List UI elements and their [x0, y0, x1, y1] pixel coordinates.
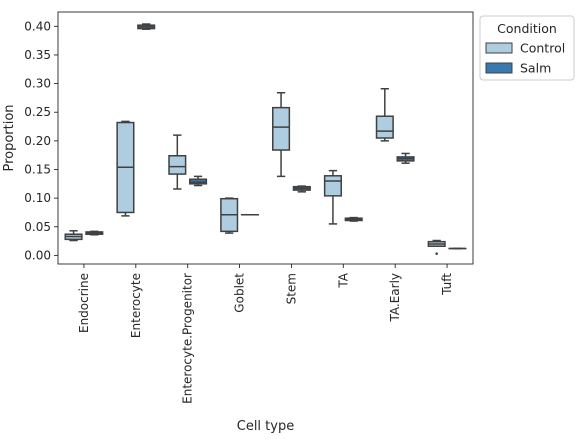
box-salm-endocrine	[85, 230, 104, 236]
box-control-endocrine	[64, 230, 83, 242]
y-tick-label: 0.25	[24, 105, 51, 119]
box-salm-stem	[292, 185, 311, 193]
y-tick-label: 0.20	[24, 134, 51, 148]
y-axis: 0.00 0.05 0.10 0.15 0.20 0.25 0.30 0.35 0.40	[24, 19, 58, 262]
y-tick-label: 0.15	[24, 163, 51, 177]
box-control-goblet	[220, 197, 239, 234]
boxes-layer	[64, 23, 467, 255]
outlier-point	[435, 252, 438, 255]
legend-swatch	[485, 62, 513, 74]
y-tick-label: 0.30	[24, 77, 51, 91]
box-salm-enterocyte-progenitor	[189, 175, 208, 187]
box-body	[272, 106, 291, 151]
x-tick-label: Tuft	[440, 273, 454, 296]
x-tick-label: TA.Early	[388, 273, 402, 323]
box-control-stem	[272, 92, 291, 178]
y-tick-label: 0.10	[24, 191, 51, 205]
box-body	[168, 155, 187, 175]
box-control-tuft	[427, 239, 446, 255]
x-tick-label: Goblet	[233, 273, 247, 313]
legend-swatch	[485, 42, 513, 54]
box-body	[323, 175, 342, 197]
x-tick-label: Stem	[284, 273, 298, 304]
box-control-enterocyte-progenitor	[168, 134, 187, 190]
box-control-ta	[323, 169, 342, 225]
box-body	[375, 115, 394, 139]
legend-title: Condition	[497, 21, 557, 36]
plot-frame	[57, 11, 474, 265]
legend-entry-label: Control	[520, 41, 565, 56]
y-axis-label: Proportion	[2, 104, 17, 171]
box-control-enterocyte	[116, 120, 135, 217]
x-axis-label: Cell type	[237, 419, 294, 434]
box-salm-enterocyte	[137, 23, 156, 30]
x-axis: Endocrine Enterocyte Enterocyte.Progenitor…	[77, 264, 454, 404]
y-tick-label: 0.05	[24, 220, 51, 234]
box-salm-ta	[344, 216, 363, 222]
y-tick-label: 0.00	[24, 248, 51, 262]
x-tick-label: Enterocyte	[129, 273, 143, 338]
x-tick-label: TA	[336, 272, 350, 288]
box-control-ta-early	[375, 87, 394, 142]
legend-entry-label: Salm	[520, 61, 551, 76]
box-salm-ta-early	[396, 152, 415, 164]
x-tick-label: Endocrine	[77, 273, 91, 333]
y-tick-label: 0.35	[24, 48, 51, 62]
y-tick-label: 0.40	[24, 19, 51, 33]
x-tick-label: Enterocyte.Progenitor	[181, 273, 195, 404]
legend: Condition Control Salm	[479, 15, 575, 81]
